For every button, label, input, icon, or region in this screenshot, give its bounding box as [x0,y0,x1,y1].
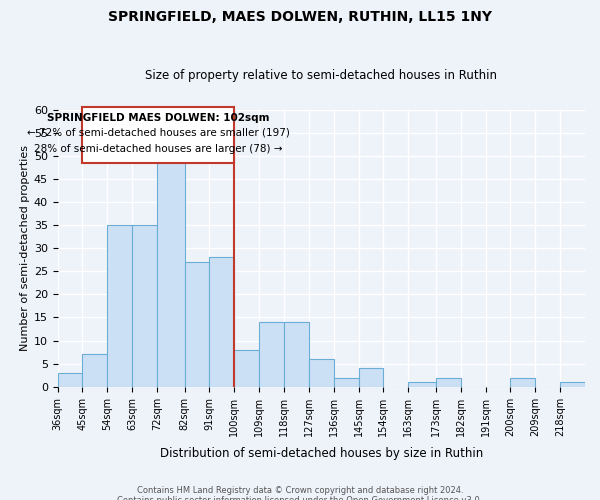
Bar [107,225,132,387]
Bar [209,258,235,387]
Bar [132,225,157,387]
Bar [436,378,461,387]
FancyBboxPatch shape [82,107,235,162]
Text: Contains HM Land Registry data © Crown copyright and database right 2024.: Contains HM Land Registry data © Crown c… [137,486,463,495]
Bar [185,262,209,387]
Text: Contains public sector information licensed under the Open Government Licence v3: Contains public sector information licen… [118,496,482,500]
Title: Size of property relative to semi-detached houses in Ruthin: Size of property relative to semi-detach… [145,69,497,82]
Text: SPRINGFIELD, MAES DOLWEN, RUTHIN, LL15 1NY: SPRINGFIELD, MAES DOLWEN, RUTHIN, LL15 1… [108,10,492,24]
Bar [334,378,359,387]
Bar [235,350,259,387]
Text: ← 72% of semi-detached houses are smaller (197): ← 72% of semi-detached houses are smalle… [27,128,290,138]
X-axis label: Distribution of semi-detached houses by size in Ruthin: Distribution of semi-detached houses by … [160,447,483,460]
Bar [359,368,383,387]
Bar [259,322,284,387]
Y-axis label: Number of semi-detached properties: Number of semi-detached properties [20,145,29,351]
Bar [408,382,436,387]
Bar [284,322,309,387]
Bar [309,359,334,387]
Bar [82,354,107,387]
Bar [560,382,585,387]
Text: 28% of semi-detached houses are larger (78) →: 28% of semi-detached houses are larger (… [34,144,283,154]
Bar [157,156,185,387]
Bar [511,378,535,387]
Text: SPRINGFIELD MAES DOLWEN: 102sqm: SPRINGFIELD MAES DOLWEN: 102sqm [47,113,269,123]
Bar [58,373,82,387]
